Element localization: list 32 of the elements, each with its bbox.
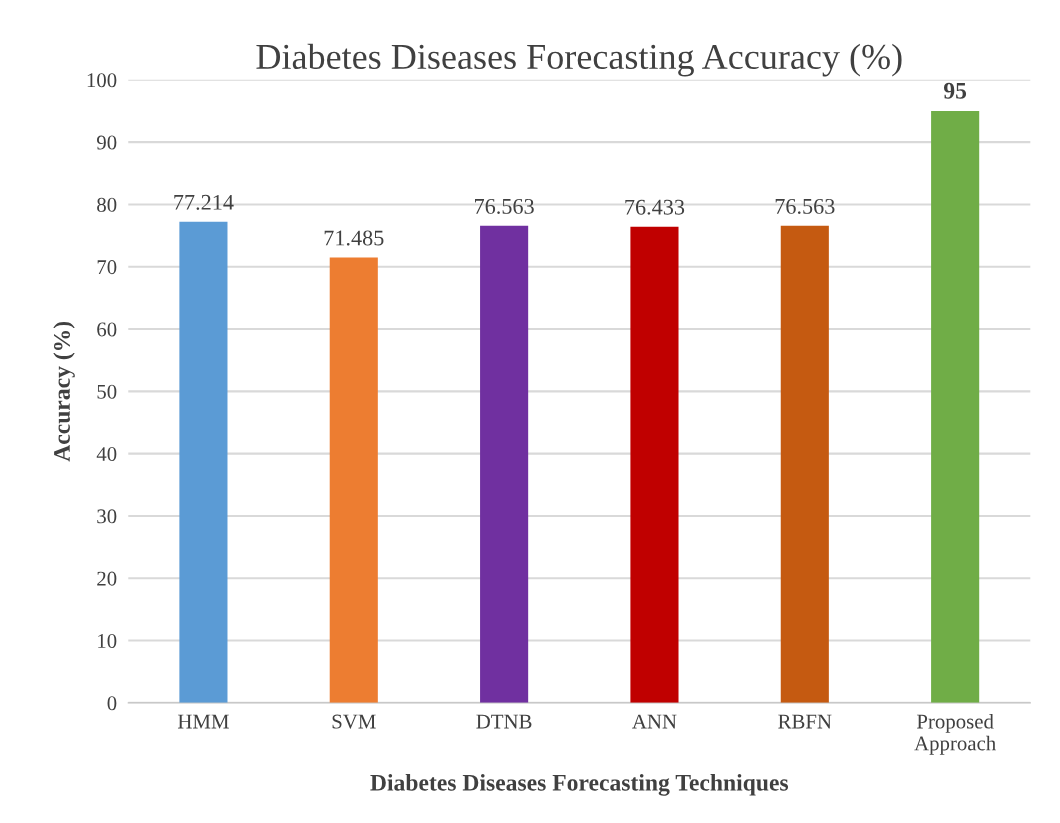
x-tick-label: SVM: [332, 714, 376, 729]
data-label: 76.433: [625, 199, 685, 215]
y-tick-label: 90: [96, 135, 117, 150]
data-label: 77.214: [174, 194, 234, 210]
y-tick-label: 60: [97, 322, 117, 337]
data-label: 76.563: [775, 198, 835, 214]
y-tick-label: 0: [107, 696, 117, 711]
data-label: 71.485: [324, 230, 384, 246]
x-tick-label: RBFN: [778, 714, 832, 729]
y-tick-label: 50: [97, 384, 117, 399]
y-tick-label: 100: [87, 73, 117, 88]
x-tick-label: HMM: [177, 714, 229, 729]
x-tick-label: ANN: [632, 714, 677, 729]
x-tick-label: Proposed Approach: [914, 713, 996, 755]
data-label: 76.563: [475, 198, 534, 214]
y-tick-label: 20: [97, 571, 117, 586]
x-axis-title: Diabetes Diseases Forecasting Techniques: [370, 774, 789, 796]
y-tick-label: 80: [97, 197, 117, 212]
y-tick-label: 40: [96, 447, 117, 462]
bar: [780, 225, 829, 703]
x-tick-label: DTNB: [476, 714, 532, 729]
data-label: 95: [943, 82, 967, 99]
bar: [329, 257, 378, 703]
y-axis-title: Accuracy (%): [53, 321, 75, 462]
chart-title: Diabetes Diseases Forecasting Accuracy (%): [256, 43, 902, 77]
bar: [931, 110, 980, 703]
bar: [630, 226, 679, 703]
bar: [179, 221, 228, 703]
y-tick-label: 30: [97, 509, 117, 524]
bar: [480, 225, 529, 703]
y-tick-label: 10: [98, 633, 117, 648]
y-tick-label: 70: [97, 260, 117, 275]
